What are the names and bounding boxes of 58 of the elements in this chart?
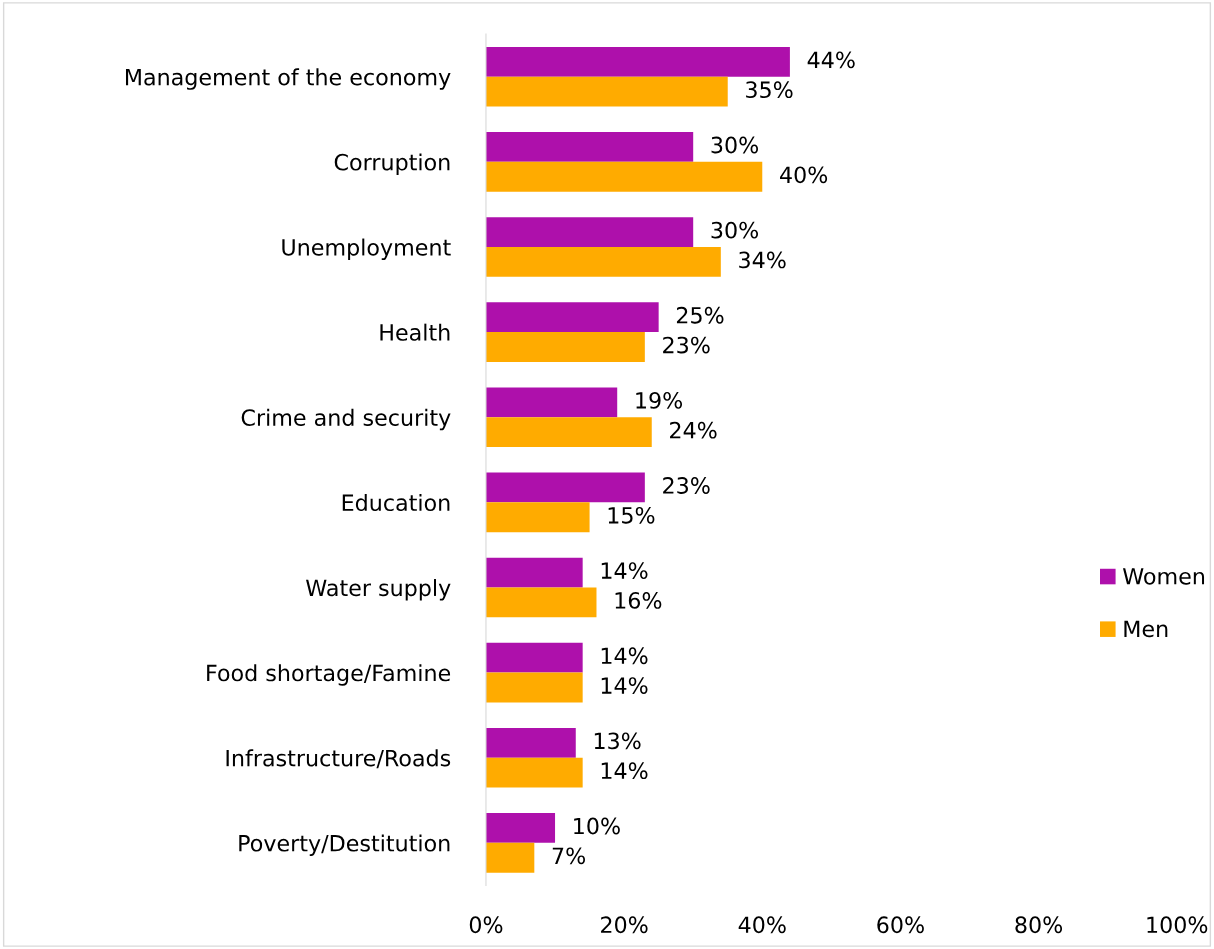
y-tick-label: Unemployment xyxy=(282,238,451,261)
bar xyxy=(485,302,659,333)
bar xyxy=(485,417,652,448)
x-tick-label: 80% xyxy=(1015,916,1063,934)
y-tick-label: Food shortage/Famine xyxy=(207,664,451,686)
data-label: 19% xyxy=(636,391,683,409)
y-tick-label: Management of the economy xyxy=(125,68,451,90)
bar xyxy=(485,217,694,247)
data-label: 13% xyxy=(594,732,641,750)
y-tick-label: Poverty/Destitution xyxy=(239,834,450,856)
bar xyxy=(485,842,535,873)
data-label: 14% xyxy=(601,647,648,665)
y-tick-label: Health xyxy=(380,323,450,341)
x-tick-label: 20% xyxy=(601,916,648,934)
bar xyxy=(485,246,721,277)
data-label: 10% xyxy=(574,817,620,835)
data-label: 7% xyxy=(552,847,586,865)
x-tick-label: 100% xyxy=(1147,916,1208,934)
bar xyxy=(485,332,645,362)
x-tick-label: 40% xyxy=(738,916,786,934)
data-label: 40% xyxy=(780,166,828,184)
data-label: 14% xyxy=(601,762,648,780)
y-tick-label: Education xyxy=(342,493,450,512)
bar xyxy=(485,161,763,192)
legend-label: Women xyxy=(1122,568,1205,585)
data-label: 16% xyxy=(615,592,662,609)
y-tick-label: Corruption xyxy=(334,153,450,175)
bar xyxy=(485,587,597,618)
data-label: 24% xyxy=(670,421,717,439)
data-label: 30% xyxy=(711,221,759,239)
legend-label: Men xyxy=(1124,620,1168,638)
bar xyxy=(485,757,583,788)
bar xyxy=(485,557,583,588)
bar xyxy=(485,502,590,533)
bar xyxy=(485,642,583,673)
data-label: 30% xyxy=(711,136,759,154)
data-label: 14% xyxy=(601,562,648,580)
y-tick-label: Water supply xyxy=(306,579,451,601)
data-label: 15% xyxy=(608,506,655,524)
y-tick-label: Crime and security xyxy=(241,408,451,431)
data-label: 23% xyxy=(663,336,710,354)
bar xyxy=(485,76,728,107)
bar xyxy=(485,387,618,418)
bar xyxy=(485,132,694,162)
y-tick-label: Infrastructure/Roads xyxy=(226,749,451,769)
bar xyxy=(485,672,583,703)
x-tick-label: 0% xyxy=(469,916,503,934)
bar xyxy=(485,472,645,503)
data-label: 25% xyxy=(676,306,724,324)
data-label: 35% xyxy=(746,81,793,99)
data-label: 44% xyxy=(807,51,855,69)
x-tick-label: 60% xyxy=(877,916,924,934)
data-label: 14% xyxy=(601,677,648,694)
data-label: 34% xyxy=(739,251,786,269)
data-label: 23% xyxy=(663,477,710,494)
bar xyxy=(485,46,790,77)
bar xyxy=(485,813,556,843)
bar xyxy=(485,727,576,758)
